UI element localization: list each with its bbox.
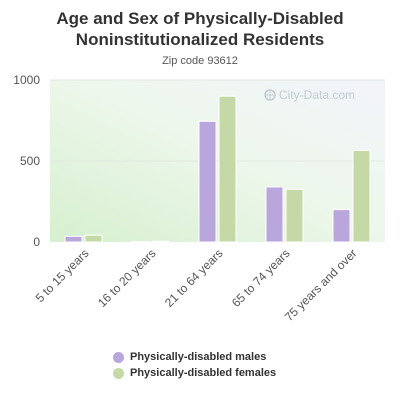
bar-males <box>332 209 351 243</box>
bar-females <box>352 149 371 243</box>
bar-males <box>265 186 284 243</box>
watermark: City-Data.com <box>264 88 355 102</box>
bar-males <box>198 120 217 243</box>
y-axis: 0 500 1000 <box>13 73 40 249</box>
y-tick-label: 500 <box>20 154 40 168</box>
x-tick-label: 5 to 15 years <box>33 246 92 305</box>
x-tick-label: 21 to 64 years <box>162 246 226 310</box>
legend-item-males: Physically-disabled males <box>113 349 276 365</box>
x-tick-label: 16 to 20 years <box>95 246 159 310</box>
x-tick-label: 75 years and over <box>282 246 360 324</box>
bars <box>64 95 371 243</box>
legend-item-females: Physically-disabled females <box>113 365 276 381</box>
svg-text:City-Data.com: City-Data.com <box>279 88 355 102</box>
legend-swatch-females <box>113 367 124 379</box>
legend-swatch-males <box>113 351 124 363</box>
bar-females <box>151 240 170 243</box>
x-tick-label: 65 to 74 years <box>229 246 293 310</box>
legend: Physically-disabled males Physically-dis… <box>113 349 276 381</box>
x-axis: 5 to 15 years 16 to 20 years 21 to 64 year… <box>33 246 360 324</box>
legend-label-males: Physically-disabled males <box>130 351 267 363</box>
chart-title: Age and Sex of Physically-Disabled Nonin… <box>56 9 344 49</box>
bar-females <box>218 95 237 243</box>
gridlines <box>50 79 385 162</box>
y-tick-label: 1000 <box>13 73 40 87</box>
bar-males <box>64 235 83 243</box>
bar-females <box>285 188 304 243</box>
y-tick-label: 0 <box>33 235 40 249</box>
chart-subtitle: Zip code 93612 <box>162 55 238 67</box>
bar-females <box>84 234 103 243</box>
legend-label-females: Physically-disabled females <box>130 367 277 379</box>
